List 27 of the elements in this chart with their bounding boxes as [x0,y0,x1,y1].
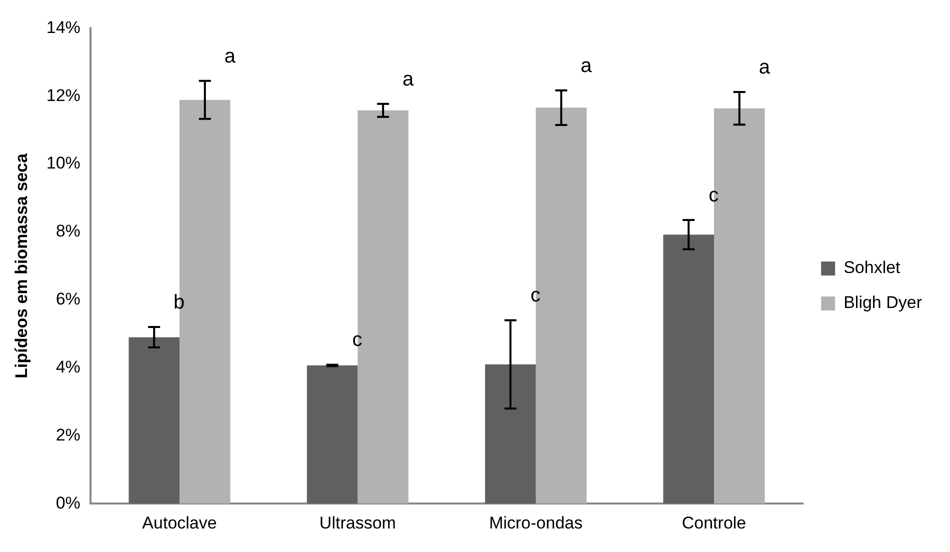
data-label: c [352,329,362,352]
data-label: a [758,56,771,79]
y-tick-label: 6% [56,290,80,309]
data-label: b [174,292,185,314]
data-label: c [530,284,540,307]
data-label: a [402,68,414,90]
legend-label: Bligh Dyer [844,293,922,312]
x-tick-label: Autoclave [142,513,217,532]
bar [128,337,180,504]
y-tick-label: 4% [56,357,80,376]
y-tick-label: 12% [46,86,80,105]
bar [485,364,536,504]
x-tick-label: Controle [682,513,746,532]
y-axis-title: Lipídeos em biomassa seca [12,152,31,378]
data-label: a [580,54,593,77]
data-label: c [708,184,719,207]
y-tick-label: 2% [56,425,80,444]
y-tick-label: 10% [46,154,80,173]
x-tick-label: Ultrassom [319,513,396,532]
legend-label: Sohxlet [844,258,901,278]
bar [306,365,358,504]
data-label: a [224,45,236,68]
bar [663,234,714,504]
x-tick-label: Micro-ondas [489,513,583,532]
y-tick-label: 0% [56,493,80,512]
y-tick-label: 14% [46,18,80,37]
y-tick-label: 8% [56,222,80,241]
